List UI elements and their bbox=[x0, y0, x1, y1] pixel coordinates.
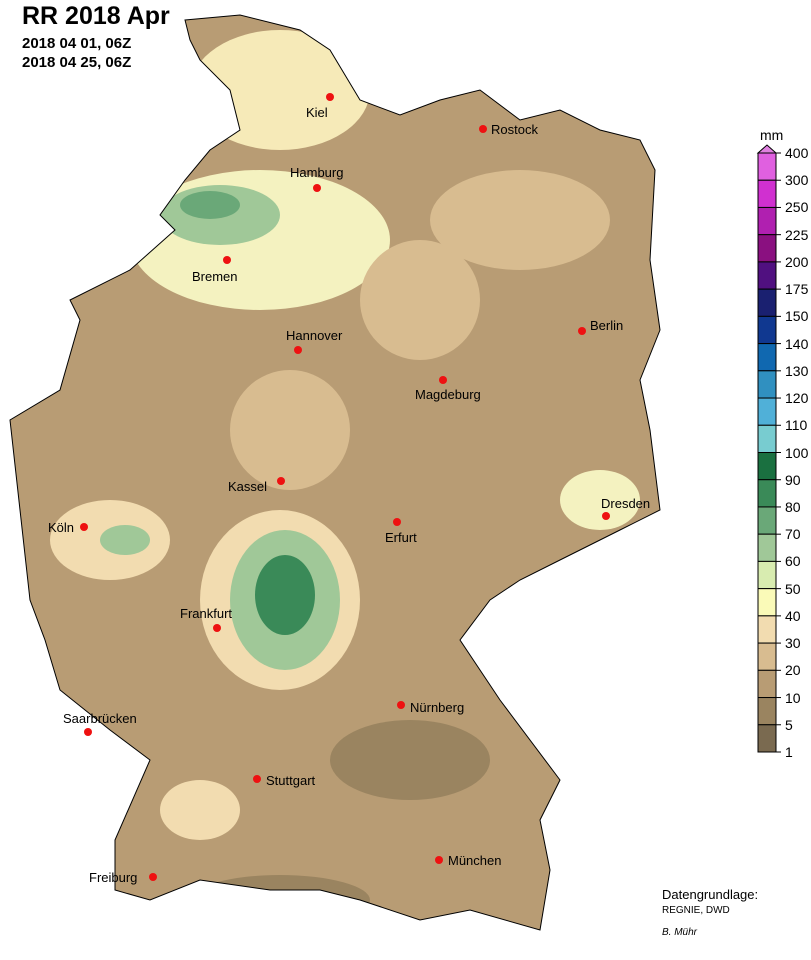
city-label: Berlin bbox=[590, 318, 623, 333]
colorbar-bin bbox=[757, 152, 777, 181]
colorbar-label: 250 bbox=[785, 199, 809, 216]
city-label: Magdeburg bbox=[415, 387, 481, 402]
colorbar-label: 175 bbox=[785, 281, 809, 298]
period-start: 2018 04 01, 06Z bbox=[22, 35, 132, 52]
colorbar-bin bbox=[757, 669, 777, 699]
colorbar-bin bbox=[757, 370, 777, 399]
colorbar-bin bbox=[757, 179, 777, 208]
colorbar-label: 120 bbox=[785, 390, 809, 407]
colorbar-label: 110 bbox=[785, 417, 808, 434]
city-marker bbox=[479, 125, 487, 133]
colorbar-label: 200 bbox=[785, 253, 809, 270]
colorbar-bin bbox=[757, 343, 777, 372]
colorbar-bin bbox=[757, 506, 777, 535]
city-label: Bremen bbox=[192, 269, 238, 284]
colorbar-bin bbox=[757, 315, 777, 345]
colorbar-bin bbox=[757, 288, 777, 317]
colorbar-label: 225 bbox=[785, 226, 809, 243]
colorbar-label: 30 bbox=[785, 635, 801, 652]
colorbar-label: 130 bbox=[785, 362, 809, 379]
colorbar-label: 150 bbox=[785, 308, 809, 325]
colorbar-bin bbox=[757, 697, 777, 726]
colorbar-bin bbox=[757, 452, 777, 481]
colorbar-label: 300 bbox=[785, 172, 809, 189]
colorbar-bin bbox=[757, 642, 777, 671]
city-label: Kiel bbox=[306, 105, 328, 120]
colorbar-label: 5 bbox=[785, 716, 793, 733]
colorbar-label: 140 bbox=[785, 335, 809, 352]
city-marker bbox=[435, 856, 443, 864]
colorbar-label: 90 bbox=[785, 471, 801, 488]
credits-heading: Datengrundlage: bbox=[662, 887, 759, 902]
colorbar-bin bbox=[757, 615, 777, 644]
city-label: Hamburg bbox=[290, 165, 343, 180]
city-label: München bbox=[448, 853, 501, 868]
city-label: Freiburg bbox=[89, 870, 137, 885]
city-marker bbox=[80, 523, 88, 531]
colorbar-label: 10 bbox=[785, 689, 801, 706]
city-marker bbox=[253, 775, 261, 783]
city-marker bbox=[213, 624, 221, 632]
city-marker bbox=[578, 327, 586, 335]
city-label: Stuttgart bbox=[266, 773, 316, 788]
colorbar bbox=[756, 144, 781, 753]
city-marker bbox=[439, 376, 447, 384]
colorbar-label: 70 bbox=[785, 526, 801, 543]
credits-source: REGNIE, DWD bbox=[662, 905, 730, 916]
city-marker bbox=[294, 346, 302, 354]
city-label: Rostock bbox=[491, 122, 538, 137]
colorbar-bin bbox=[757, 261, 777, 290]
colorbar-label: 1 bbox=[785, 744, 793, 760]
colorbar-label: 40 bbox=[785, 607, 801, 624]
city-label: Saarbrücken bbox=[63, 711, 137, 726]
city-marker bbox=[277, 477, 285, 485]
precipitation-field bbox=[10, 15, 660, 930]
colorbar-over-triangle bbox=[756, 144, 778, 154]
city-label: Erfurt bbox=[385, 530, 417, 545]
city-marker bbox=[223, 256, 231, 264]
period-end: 2018 04 25, 06Z bbox=[22, 54, 132, 71]
city-marker bbox=[602, 512, 610, 520]
city-label: Dresden bbox=[601, 496, 650, 511]
colorbar-bin bbox=[757, 234, 777, 263]
colorbar-label: 400 bbox=[785, 145, 809, 161]
colorbar-bin bbox=[757, 724, 777, 753]
colorbar-bin bbox=[757, 206, 777, 236]
colorbar-bin bbox=[757, 479, 777, 508]
city-label: Nürnberg bbox=[410, 700, 464, 715]
city-marker bbox=[326, 93, 334, 101]
city-markers: Kiel Rostock Hamburg Bremen Hannover Berlin Ma… bbox=[48, 93, 650, 885]
colorbar-bin bbox=[757, 424, 777, 454]
map-title: RR 2018 Apr bbox=[22, 2, 170, 30]
city-marker bbox=[313, 184, 321, 192]
colorbar-label: 100 bbox=[785, 444, 809, 461]
city-marker bbox=[149, 873, 157, 881]
colorbar-bin bbox=[757, 397, 777, 426]
city-marker bbox=[397, 701, 405, 709]
colorbar-label: 50 bbox=[785, 580, 801, 597]
colorbar-bin bbox=[757, 533, 777, 562]
colorbar-label: 20 bbox=[785, 662, 801, 679]
credits-author: B. Mühr bbox=[662, 927, 698, 938]
colorbar-bin bbox=[757, 560, 777, 590]
colorbar-unit: mm bbox=[760, 127, 784, 143]
city-marker bbox=[84, 728, 92, 736]
city-label: Frankfurt bbox=[180, 606, 232, 621]
city-label: Kassel bbox=[228, 479, 267, 494]
colorbar-bin bbox=[757, 588, 777, 617]
city-label: Hannover bbox=[286, 328, 343, 343]
city-marker bbox=[393, 518, 401, 526]
colorbar-label: 60 bbox=[785, 553, 801, 570]
colorbar-label: 80 bbox=[785, 498, 801, 515]
city-label: Köln bbox=[48, 520, 74, 535]
